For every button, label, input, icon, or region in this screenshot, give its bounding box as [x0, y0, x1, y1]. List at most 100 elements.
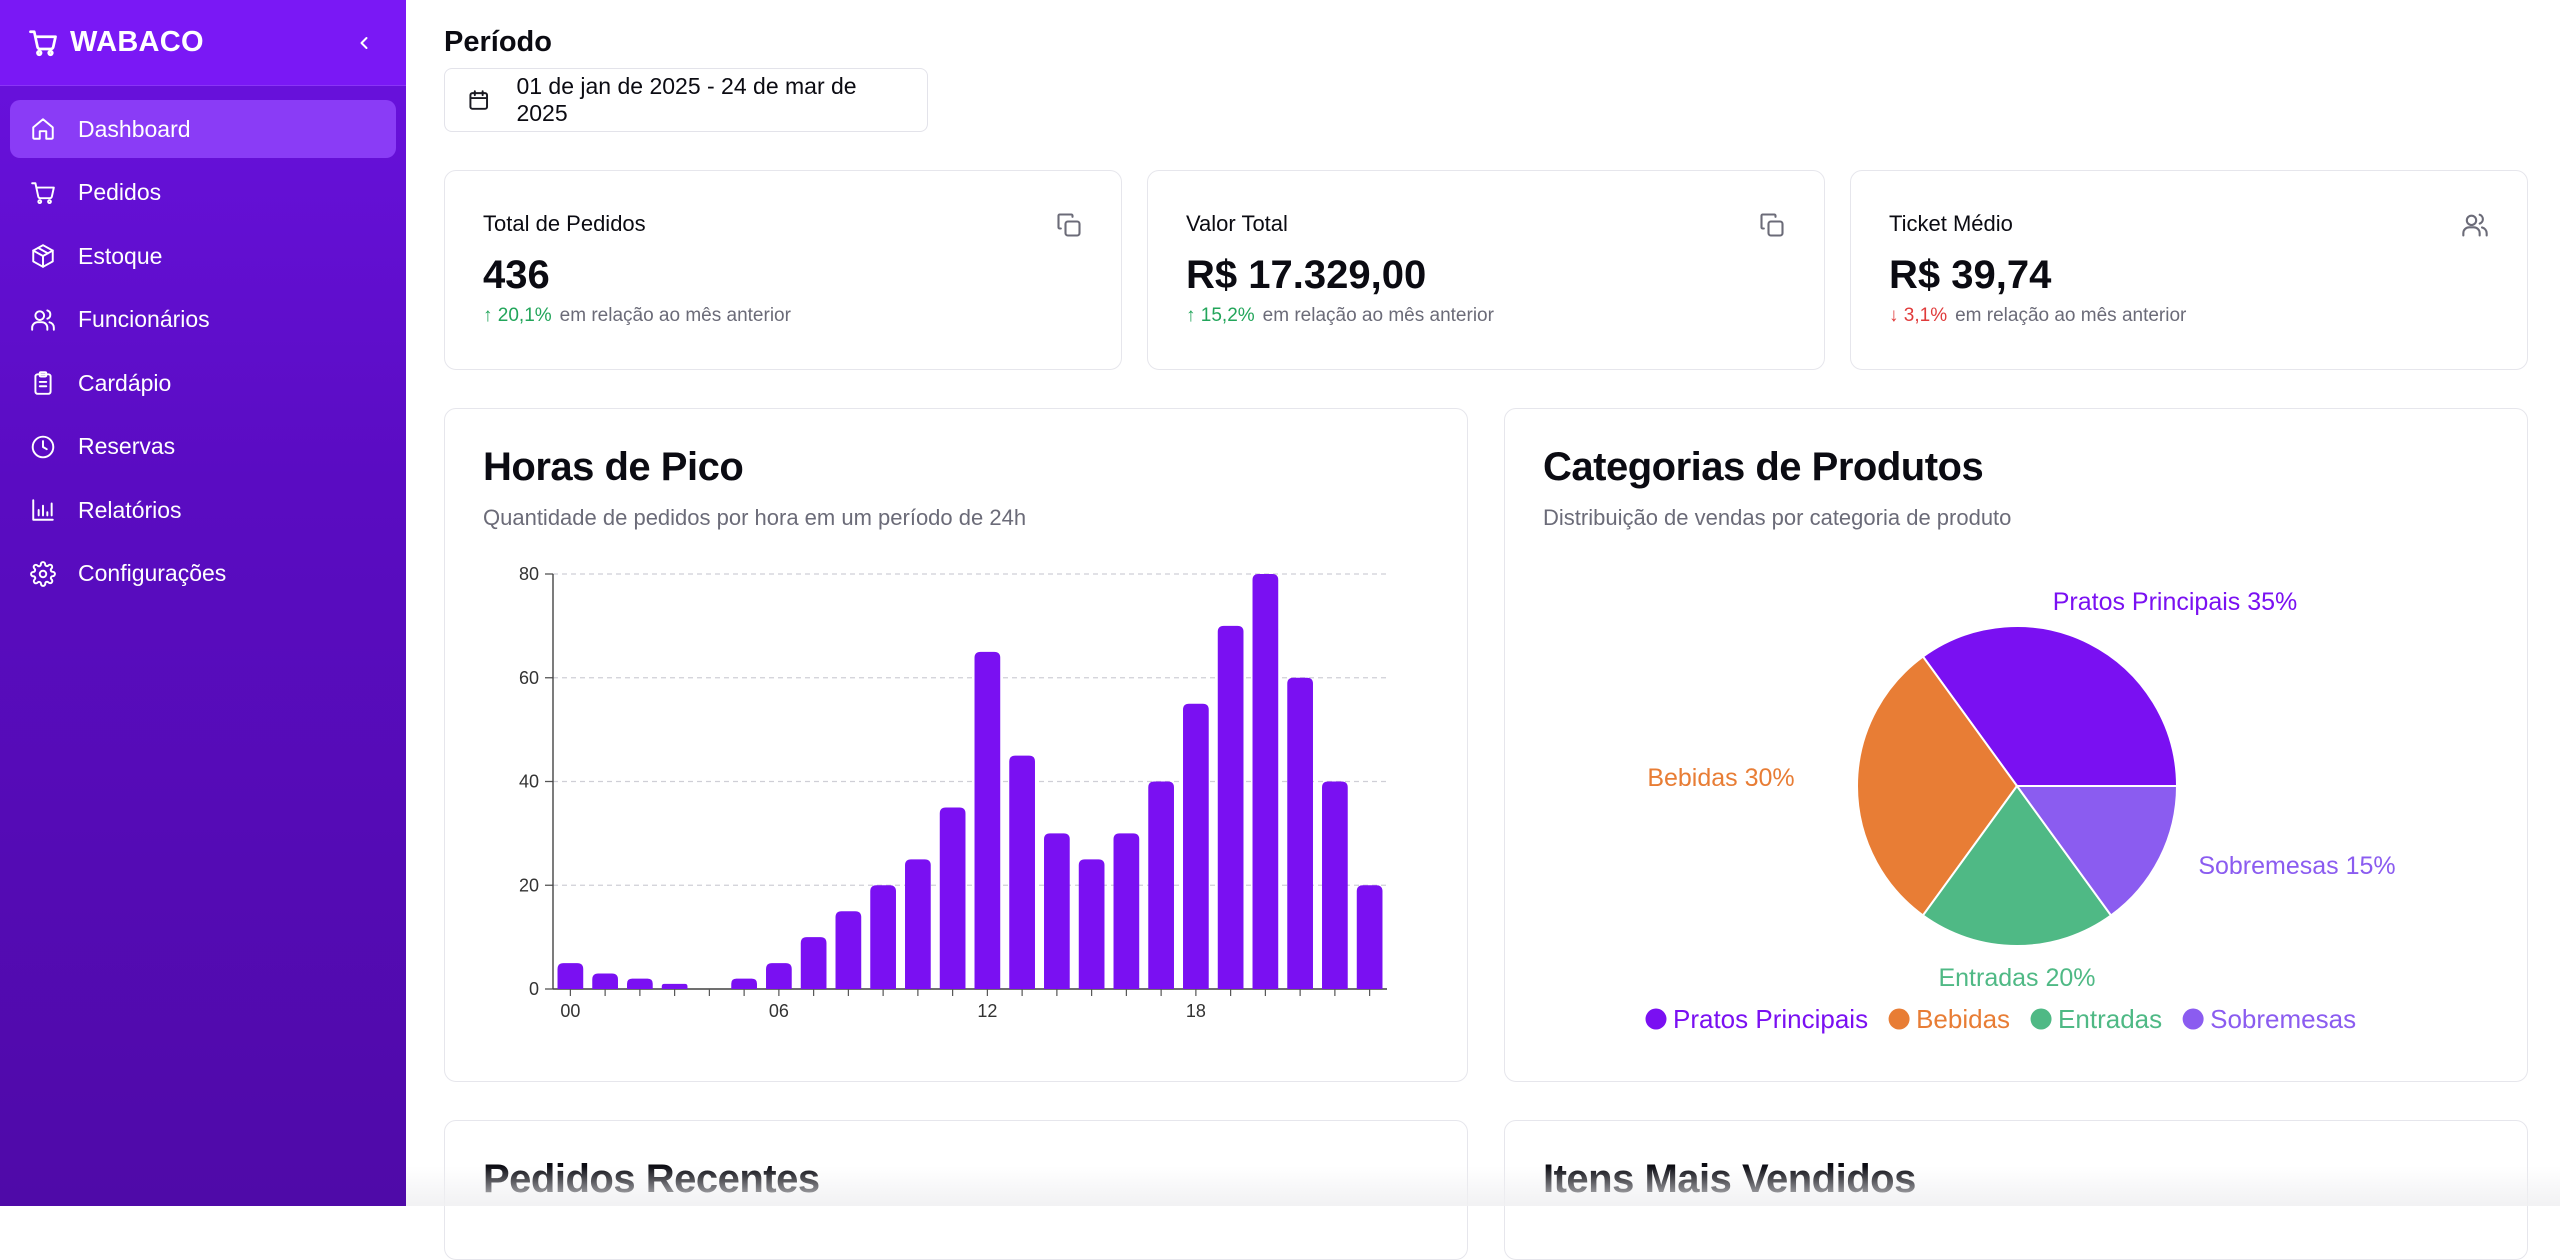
sidebar-item-reservas[interactable]: Reservas: [10, 418, 396, 476]
bar: [1356, 885, 1383, 989]
y-tick-label: 40: [519, 772, 539, 792]
bar: [661, 983, 688, 989]
bar: [1322, 781, 1348, 989]
pie-slice: [2015, 785, 2179, 917]
chart-subtitle: Distribuição de vendas por categoria de …: [1543, 505, 2012, 530]
bar: [766, 963, 792, 989]
date-range-picker[interactable]: 01 de jan de 2025 - 24 de mar de 2025: [444, 68, 928, 132]
sidebar-item-label: Cardápio: [78, 369, 172, 396]
bar: [627, 978, 653, 989]
date-range-text: 01 de jan de 2025 - 24 de mar de 2025: [516, 73, 857, 126]
clock-icon: [31, 435, 55, 458]
stat-change-percent: 15,2%: [1200, 305, 1255, 326]
period-label: Período: [444, 26, 552, 58]
sidebar-item-label: Reservas: [78, 433, 176, 459]
product-categories-pie-chart: Pratos Principais 35% Bebidas 30% Entradas…: [1645, 588, 2396, 1034]
pie-slice-label: Pratos Principais 35%: [2053, 588, 2298, 616]
sidebar-item-label: Relatórios: [78, 496, 182, 523]
sidebar-item-dashboard[interactable]: Dashboard: [10, 100, 396, 158]
legend-swatch: [2182, 1008, 2204, 1030]
sidebar-item-cardapio[interactable]: Cardápio: [10, 354, 396, 412]
legend-label: Sobremesas: [2210, 1004, 2356, 1034]
sidebar-item-estoque[interactable]: Estoque: [10, 227, 396, 285]
chart-title: Horas de Pico: [483, 445, 744, 489]
sidebar-item-label: Funcionários: [78, 306, 210, 332]
pie-slice: [1921, 625, 2179, 787]
cart-icon: [31, 181, 55, 204]
chart-title: Categorias de Produtos: [1543, 445, 1984, 489]
bar-chart-icon: [32, 499, 54, 521]
peak-hours-bar-chart: 0 20 40 60 80 00 06 12 18: [519, 564, 1387, 1021]
main-content: Período 01 de jan de 2025 - 24 de mar de…: [406, 0, 2560, 1260]
stat-value: R$ 39,74: [1889, 253, 2052, 297]
stat-title: Valor Total: [1186, 211, 1288, 236]
x-tick-label: 18: [1186, 1001, 1206, 1021]
chevron-left-icon: [360, 36, 368, 49]
brand-name: WABACO: [70, 26, 204, 58]
arrow-up-icon: ↑: [483, 305, 498, 326]
bar: [905, 859, 931, 989]
stat-title: Ticket Médio: [1889, 211, 2013, 236]
bar: [731, 978, 757, 989]
stat-change-note: em relação ao mês anterior: [1955, 305, 2187, 326]
stat-change: ↑ 20,1% em relação ao mês anterior: [483, 305, 791, 327]
sidebar-item-label: Configurações: [78, 560, 227, 586]
bar: [592, 973, 618, 989]
users-icon: [31, 308, 55, 331]
copy-icon: [1057, 213, 1081, 237]
bar: [1044, 833, 1070, 989]
bar: [974, 651, 1001, 989]
sidebar-item-relatorios[interactable]: Relatórios: [10, 481, 396, 539]
sidebar-item-label: Dashboard: [78, 115, 191, 142]
pie-slice: [1856, 655, 2019, 917]
stat-change-note: em relação ao mês anterior: [1262, 305, 1494, 326]
sidebar-item-pedidos[interactable]: Pedidos: [10, 164, 396, 222]
bar: [800, 937, 827, 989]
box-icon: [32, 244, 54, 268]
copy-icon: [1760, 213, 1784, 237]
peak-hours-card: Horas de Pico Quantidade de pedidos por …: [444, 408, 1468, 1082]
bar: [1252, 574, 1279, 989]
pie-slice-label: Sobremesas 15%: [2198, 852, 2395, 880]
bar: [1183, 703, 1209, 989]
bar: [557, 963, 584, 989]
bar: [870, 885, 896, 989]
legend-swatch: [1645, 1008, 1667, 1030]
arrow-down-icon: ↓: [1889, 305, 1904, 326]
x-tick-label: 06: [769, 1001, 789, 1021]
bar: [1078, 859, 1105, 989]
pie-slice: [1921, 784, 2113, 948]
chart-subtitle: Quantidade de pedidos por hora em um per…: [483, 505, 1027, 530]
stat-card-valor-total: Valor Total R$ 17.329,00 ↑ 15,2% em rela…: [1147, 170, 1825, 370]
stat-change: ↓ 3,1% em relação ao mês anterior: [1889, 305, 2186, 327]
sidebar-header: WABACO: [0, 0, 406, 86]
gear-icon: [30, 560, 56, 587]
x-tick-label: 12: [977, 1001, 997, 1021]
legend-label: Pratos Principais: [1673, 1004, 1868, 1034]
clipboard-icon: [34, 371, 52, 395]
bar: [1113, 833, 1140, 989]
stat-value: R$ 17.329,00: [1186, 253, 1427, 297]
arrow-up-icon: ↑: [1186, 305, 1201, 326]
pie-slice-label: Entradas 20%: [1938, 964, 2095, 992]
pie-slice-label: Bebidas 30%: [1647, 764, 1794, 792]
stat-change-note: em relação ao mês anterior: [559, 305, 791, 326]
y-tick-label: 0: [529, 979, 539, 999]
bar: [1009, 755, 1035, 989]
bar: [939, 807, 966, 989]
sidebar-item-label: Pedidos: [78, 179, 162, 205]
legend-label: Bebidas: [1916, 1004, 2010, 1034]
x-tick-label: 00: [560, 1001, 580, 1021]
users-icon: [2462, 213, 2488, 237]
collapse-sidebar-button[interactable]: [350, 29, 378, 57]
y-tick-label: 20: [519, 875, 539, 895]
legend-label: Entradas: [2058, 1004, 2162, 1034]
bar: [1287, 677, 1313, 989]
stat-value: 436: [483, 253, 550, 297]
stat-card-total-pedidos: Total de Pedidos 436 ↑ 20,1% em relação …: [444, 170, 1122, 370]
bar: [835, 911, 862, 989]
home-icon: [32, 118, 54, 140]
sidebar-item-configuracoes[interactable]: Configurações: [10, 545, 396, 603]
stat-title: Total de Pedidos: [483, 211, 646, 236]
sidebar-item-funcionarios[interactable]: Funcionários: [10, 291, 396, 349]
